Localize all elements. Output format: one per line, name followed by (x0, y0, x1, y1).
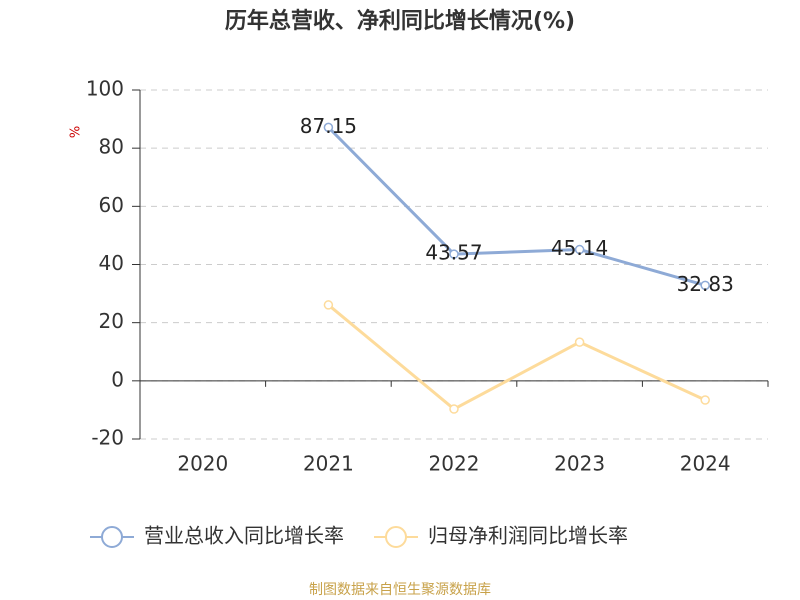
data-point (323, 122, 334, 133)
y-tick-label: 80 (99, 135, 124, 159)
data-label: 32.83 (677, 272, 734, 296)
y-tick-label: -20 (91, 426, 124, 450)
series-line (327, 126, 706, 287)
y-tick-label: 40 (99, 251, 124, 275)
data-point (574, 337, 585, 347)
x-tick-label: 2021 (303, 452, 354, 476)
y-axis-label: % (69, 126, 84, 138)
data-label: 45.14 (551, 236, 608, 260)
y-tick-label: 100 (86, 77, 124, 101)
data-point (449, 249, 459, 259)
legend-marker (101, 526, 123, 548)
data-point (700, 395, 710, 405)
data-point (574, 244, 585, 255)
series-line (327, 303, 706, 411)
legend-label: 归母净利润同比增长率 (428, 524, 628, 548)
chart-title: 历年总营收、净利同比增长情况(%) (225, 8, 575, 34)
y-tick-label: 0 (111, 367, 124, 391)
data-point (449, 404, 459, 414)
x-tick-label: 2023 (554, 452, 605, 476)
source-note: 制图数据来自恒生聚源数据库 (309, 582, 491, 598)
x-tick-label: 2022 (429, 452, 480, 476)
data-label: 43.57 (425, 241, 482, 265)
x-tick-label: 2020 (177, 452, 228, 476)
data-point (323, 300, 334, 310)
legend-marker (385, 526, 407, 548)
y-tick-label: 20 (99, 309, 124, 333)
data-point (700, 280, 710, 291)
legend-label: 营业总收入同比增长率 (144, 524, 344, 548)
y-tick-label: 60 (99, 193, 124, 217)
data-label: 87.15 (300, 114, 357, 138)
x-tick-label: 2024 (680, 452, 731, 476)
